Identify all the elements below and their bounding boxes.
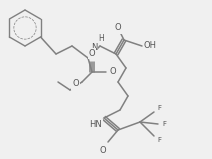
Text: H: H: [98, 34, 104, 43]
Text: N: N: [91, 42, 97, 52]
Text: HN: HN: [89, 120, 102, 129]
Text: O: O: [89, 49, 95, 58]
Text: F: F: [157, 105, 161, 111]
Text: O: O: [72, 80, 79, 89]
Text: O: O: [115, 24, 121, 32]
Text: O: O: [109, 68, 116, 76]
Text: F: F: [157, 137, 161, 143]
Text: OH: OH: [144, 41, 157, 51]
Text: O: O: [99, 146, 106, 155]
Text: F: F: [162, 121, 166, 127]
